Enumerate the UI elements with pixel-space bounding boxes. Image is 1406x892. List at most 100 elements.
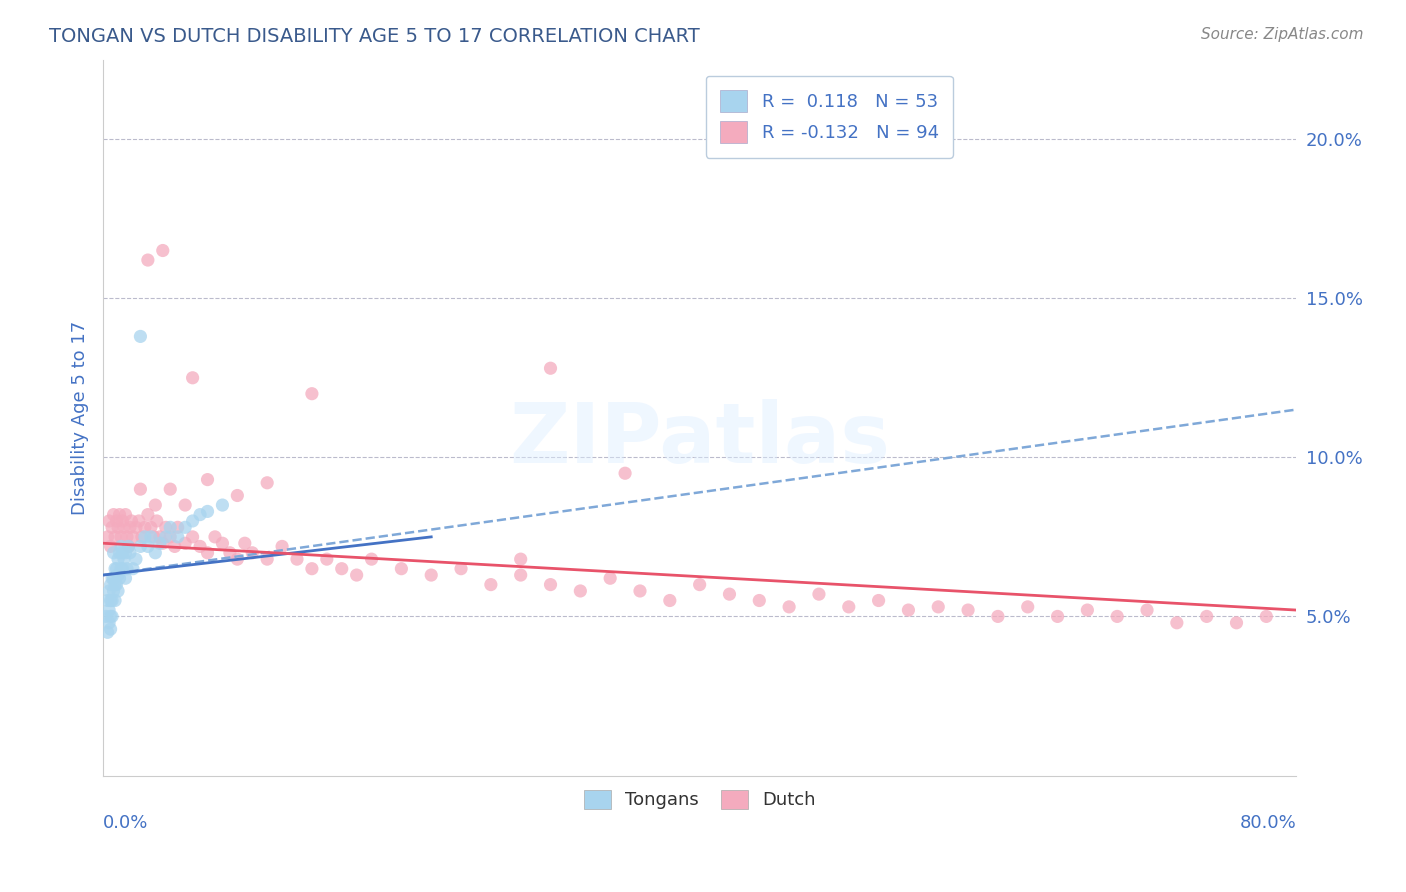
Point	[139, 520, 162, 534]
Point	[136, 508, 159, 522]
Point	[159, 482, 181, 496]
Point	[718, 587, 741, 601]
Point	[117, 540, 139, 554]
Point	[285, 552, 308, 566]
Point	[807, 587, 830, 601]
Point	[100, 577, 122, 591]
Point	[100, 622, 122, 636]
Point	[129, 329, 152, 343]
Point	[117, 540, 139, 554]
Point	[110, 530, 132, 544]
Point	[1017, 599, 1039, 614]
Point	[98, 584, 121, 599]
Point	[897, 603, 920, 617]
Point	[107, 584, 129, 599]
Text: 80.0%: 80.0%	[1240, 814, 1296, 832]
Point	[1107, 609, 1129, 624]
Point	[301, 562, 323, 576]
Point	[346, 568, 368, 582]
Point	[149, 536, 172, 550]
Point	[101, 593, 124, 607]
Point	[174, 498, 197, 512]
Point	[540, 577, 562, 591]
Point	[105, 562, 128, 576]
Point	[159, 530, 181, 544]
Point	[1046, 609, 1069, 624]
Point	[121, 514, 143, 528]
Point	[838, 599, 860, 614]
Point	[987, 609, 1010, 624]
Point	[101, 520, 124, 534]
Point	[122, 562, 145, 576]
Point	[104, 562, 127, 576]
Point	[163, 540, 186, 554]
Point	[125, 520, 148, 534]
Point	[330, 562, 353, 576]
Point	[98, 615, 121, 630]
Point	[136, 253, 159, 268]
Point	[360, 552, 382, 566]
Point	[129, 482, 152, 496]
Point	[128, 514, 150, 528]
Y-axis label: Disability Age 5 to 17: Disability Age 5 to 17	[72, 320, 89, 515]
Text: Source: ZipAtlas.com: Source: ZipAtlas.com	[1201, 27, 1364, 42]
Point	[146, 514, 169, 528]
Point	[100, 609, 122, 624]
Point	[174, 536, 197, 550]
Point	[1256, 609, 1278, 624]
Point	[927, 599, 949, 614]
Point	[219, 546, 242, 560]
Point	[233, 536, 256, 550]
Point	[139, 530, 162, 544]
Point	[256, 552, 278, 566]
Point	[155, 520, 177, 534]
Point	[628, 584, 651, 599]
Point	[112, 520, 135, 534]
Point	[111, 514, 134, 528]
Point	[166, 530, 188, 544]
Point	[112, 552, 135, 566]
Point	[105, 577, 128, 591]
Point	[101, 609, 124, 624]
Point	[114, 508, 136, 522]
Point	[1136, 603, 1159, 617]
Point	[122, 530, 145, 544]
Point	[114, 546, 136, 560]
Point	[778, 599, 800, 614]
Point	[957, 603, 980, 617]
Point	[197, 473, 219, 487]
Point	[118, 520, 141, 534]
Text: ZIPatlas: ZIPatlas	[509, 399, 890, 480]
Point	[107, 552, 129, 566]
Point	[104, 593, 127, 607]
Point	[111, 562, 134, 576]
Point	[101, 571, 124, 585]
Point	[152, 244, 174, 258]
Point	[114, 571, 136, 585]
Point	[107, 520, 129, 534]
Point	[143, 498, 166, 512]
Point	[110, 562, 132, 576]
Point	[599, 571, 621, 585]
Point	[301, 386, 323, 401]
Point	[868, 593, 890, 607]
Point	[540, 361, 562, 376]
Point	[100, 540, 122, 554]
Point	[125, 552, 148, 566]
Point	[131, 530, 153, 544]
Point	[181, 371, 204, 385]
Point	[1076, 603, 1098, 617]
Point	[226, 489, 249, 503]
Point	[100, 593, 122, 607]
Point	[188, 540, 211, 554]
Point	[129, 540, 152, 554]
Point	[143, 546, 166, 560]
Point	[1225, 615, 1247, 630]
Point	[1195, 609, 1218, 624]
Point	[614, 467, 637, 481]
Point	[450, 562, 472, 576]
Point	[1166, 615, 1188, 630]
Point	[134, 520, 156, 534]
Point	[188, 508, 211, 522]
Point	[155, 530, 177, 544]
